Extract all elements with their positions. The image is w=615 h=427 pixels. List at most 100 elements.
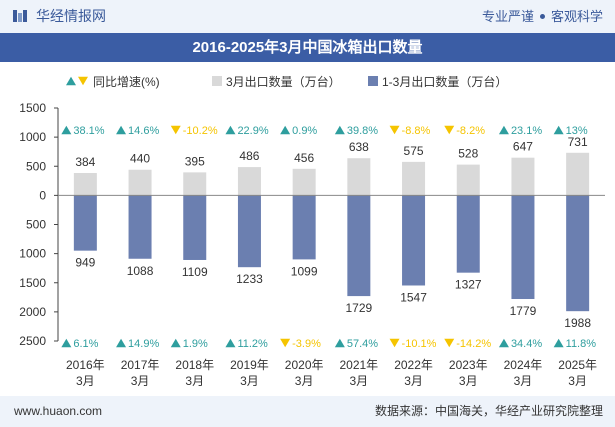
bar-march: [237, 167, 261, 196]
data-label-cumulative: 1099: [291, 264, 318, 278]
x-tick-label: 2016年: [66, 358, 105, 372]
x-tick-label: 3月: [514, 374, 533, 388]
x-tick-label: 2021年: [339, 358, 378, 372]
footer-bar: www.huaon.com 数据来源：中国海关，华经产业研究院整理: [0, 396, 615, 427]
yoy-march-label: 13%: [566, 125, 588, 137]
bar-march: [347, 158, 371, 196]
data-label-march: 395: [185, 154, 205, 168]
y-tick-label: 0: [39, 188, 46, 202]
y-tick-label: 500: [26, 218, 46, 232]
yoy-up-arrow-icon: [498, 125, 509, 135]
yoy-cumulative-label: -3.9%: [292, 338, 321, 350]
yoy-up-arrow-icon: [498, 338, 509, 348]
yoy-cumulative-label: 34.4%: [511, 338, 542, 350]
separator-dot-icon: [539, 14, 545, 20]
yoy-march-label: 38.1%: [73, 125, 104, 137]
legend-up-arrow-icon: [66, 76, 76, 86]
x-tick-label: 3月: [131, 374, 150, 388]
bar-cumulative: [183, 195, 207, 260]
bar-cumulative: [402, 195, 426, 286]
data-label-cumulative: 1988: [564, 316, 591, 330]
x-tick-label: 2024年: [504, 358, 543, 372]
x-tick-label: 3月: [350, 374, 369, 388]
yoy-march-label: 0.9%: [292, 125, 317, 137]
yoy-march-label: 23.1%: [511, 125, 542, 137]
x-tick-label: 2023年: [449, 358, 488, 372]
data-label-cumulative: 1327: [455, 278, 482, 292]
data-label-march: 440: [130, 152, 150, 166]
yoy-down-arrow-icon: [444, 338, 455, 348]
yoy-up-arrow-icon: [553, 338, 564, 348]
bar-march: [402, 161, 426, 196]
data-label-march: 731: [568, 135, 588, 149]
y-tick-label: 1500: [19, 276, 46, 290]
bar-march: [456, 164, 480, 196]
x-tick-label: 3月: [568, 374, 587, 388]
yoy-march-label: -8.2%: [456, 125, 485, 137]
slogan-left: 专业严谨: [481, 9, 534, 24]
chart-title: 2016-2025年3月中国冰箱出口数量: [192, 39, 423, 56]
data-label-march: 528: [458, 147, 478, 161]
y-tick-label: 2500: [19, 334, 46, 348]
yoy-up-arrow-icon: [553, 125, 564, 135]
y-tick-label: 2000: [19, 305, 46, 319]
bar-march: [128, 169, 152, 196]
x-tick-label: 3月: [295, 374, 314, 388]
legend-swatch-march: [212, 76, 222, 86]
slogan: 专业严谨 客观科学: [482, 8, 603, 25]
data-source: 数据来源：中国海关，华经产业研究院整理: [374, 404, 603, 418]
x-tick-label: 3月: [404, 374, 423, 388]
yoy-down-arrow-icon: [389, 338, 400, 348]
yoy-cumulative-label: 11.8%: [566, 338, 597, 350]
brand-name: 华经情报网: [36, 8, 106, 24]
yoy-march-label: -10.2%: [183, 125, 218, 137]
bar-cumulative: [128, 195, 152, 259]
yoy-down-arrow-icon: [170, 125, 181, 135]
yoy-march-label: 39.8%: [347, 125, 378, 137]
yoy-up-arrow-icon: [61, 125, 72, 135]
x-tick-label: 3月: [240, 374, 259, 388]
legend-down-arrow-icon: [78, 76, 88, 86]
data-label-march: 638: [349, 140, 369, 154]
x-tick-label: 2018年: [175, 358, 214, 372]
data-label-cumulative: 1233: [236, 272, 263, 286]
data-label-march: 456: [294, 151, 314, 165]
legend-label-cumulative: 1-3月出口数量（万台）: [382, 74, 507, 89]
data-label-cumulative: 1729: [345, 301, 372, 315]
yoy-up-arrow-icon: [334, 338, 345, 348]
yoy-cumulative-label: 57.4%: [347, 338, 378, 350]
x-tick-label: 3月: [76, 374, 95, 388]
data-label-cumulative: 1547: [400, 290, 427, 304]
y-tick-label: 1500: [19, 101, 46, 115]
yoy-up-arrow-icon: [225, 125, 236, 135]
bar-cumulative: [237, 195, 261, 268]
yoy-down-arrow-icon: [280, 338, 291, 348]
yoy-down-arrow-icon: [444, 125, 455, 135]
legend-label-march: 3月出口数量（万台）: [226, 74, 341, 89]
top-bar: 华经情报网 专业严谨 客观科学: [0, 0, 615, 33]
yoy-down-arrow-icon: [389, 125, 400, 135]
bar-cumulative: [511, 195, 535, 300]
y-tick-label: 1000: [19, 247, 46, 261]
x-tick-label: 2017年: [121, 358, 160, 372]
yoy-up-arrow-icon: [116, 338, 127, 348]
yoy-cumulative-label: -14.2%: [456, 338, 491, 350]
data-label-march: 486: [239, 149, 259, 163]
legend-label-yoy: 同比增速(%): [93, 75, 160, 89]
data-label-cumulative: 1109: [182, 265, 208, 279]
bar-march: [511, 157, 535, 196]
bar-march: [566, 152, 590, 196]
y-tick-label: 1000: [19, 130, 46, 144]
website-link[interactable]: www.huaon.com: [14, 404, 103, 418]
bar-march: [292, 168, 316, 196]
yoy-march-label: -8.8%: [402, 125, 431, 137]
x-tick-label: 2019年: [230, 358, 269, 372]
chart-area: 同比增速(%) 3月出口数量（万台） 1-3月出口数量（万台） 1500 1000 500…: [19, 74, 605, 388]
slogan-right: 客观科学: [550, 9, 603, 24]
yoy-up-arrow-icon: [225, 338, 236, 348]
bar-cumulative: [566, 195, 590, 312]
bar-march: [183, 172, 207, 196]
yoy-up-arrow-icon: [170, 338, 181, 348]
data-label-march: 647: [513, 140, 533, 154]
